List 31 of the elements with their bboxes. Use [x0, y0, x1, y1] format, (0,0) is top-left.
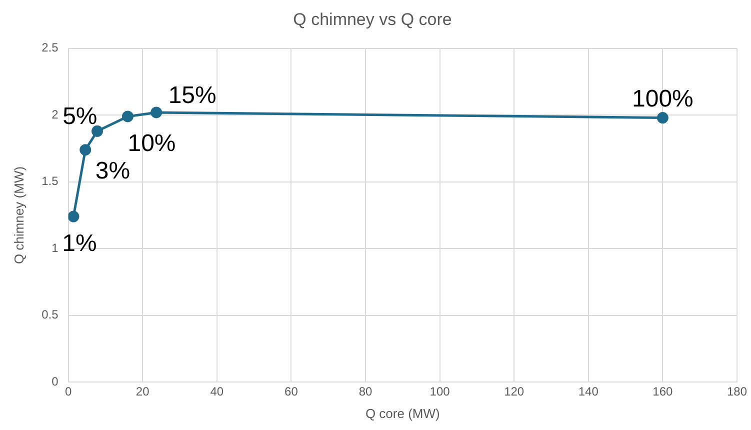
point — [92, 125, 104, 137]
annotation: 3% — [95, 157, 130, 184]
annotation: 5% — [62, 102, 98, 130]
x-tick-label: 20 — [136, 384, 150, 399]
point — [80, 144, 92, 156]
y-tick-label: 0 — [52, 374, 59, 388]
point — [150, 106, 162, 118]
annotation: 15% — [168, 82, 216, 110]
chart-title: Q chimney vs Q core — [293, 10, 452, 29]
x-tick-label: 80 — [358, 384, 372, 399]
x-tick-label: 140 — [578, 384, 599, 399]
x-tick-label: 120 — [504, 384, 524, 399]
x-tick-label: 60 — [284, 384, 298, 399]
x-tick-label: 160 — [652, 384, 674, 399]
y-tick-label: 1.5 — [42, 174, 59, 188]
y-tick-label: 0.5 — [42, 308, 59, 322]
y-tick-label: 2 — [52, 107, 59, 122]
point — [656, 112, 668, 124]
x-tick-label: 0 — [64, 384, 72, 399]
x-tick-label: 180 — [726, 384, 748, 399]
annotation: 1% — [62, 230, 97, 258]
annotation: 10% — [128, 130, 176, 158]
x-axis-title: Q core (MW) — [365, 406, 440, 421]
annotation: 100% — [632, 85, 694, 112]
point — [68, 210, 80, 222]
point — [122, 110, 134, 122]
x-tick-label: 40 — [210, 384, 224, 399]
y-tick-label: 2.5 — [42, 40, 59, 55]
y-tick-label: 1 — [52, 240, 59, 255]
x-tick-label: 100 — [430, 384, 450, 399]
y-axis-title: Q chimney (MW) — [11, 166, 26, 264]
